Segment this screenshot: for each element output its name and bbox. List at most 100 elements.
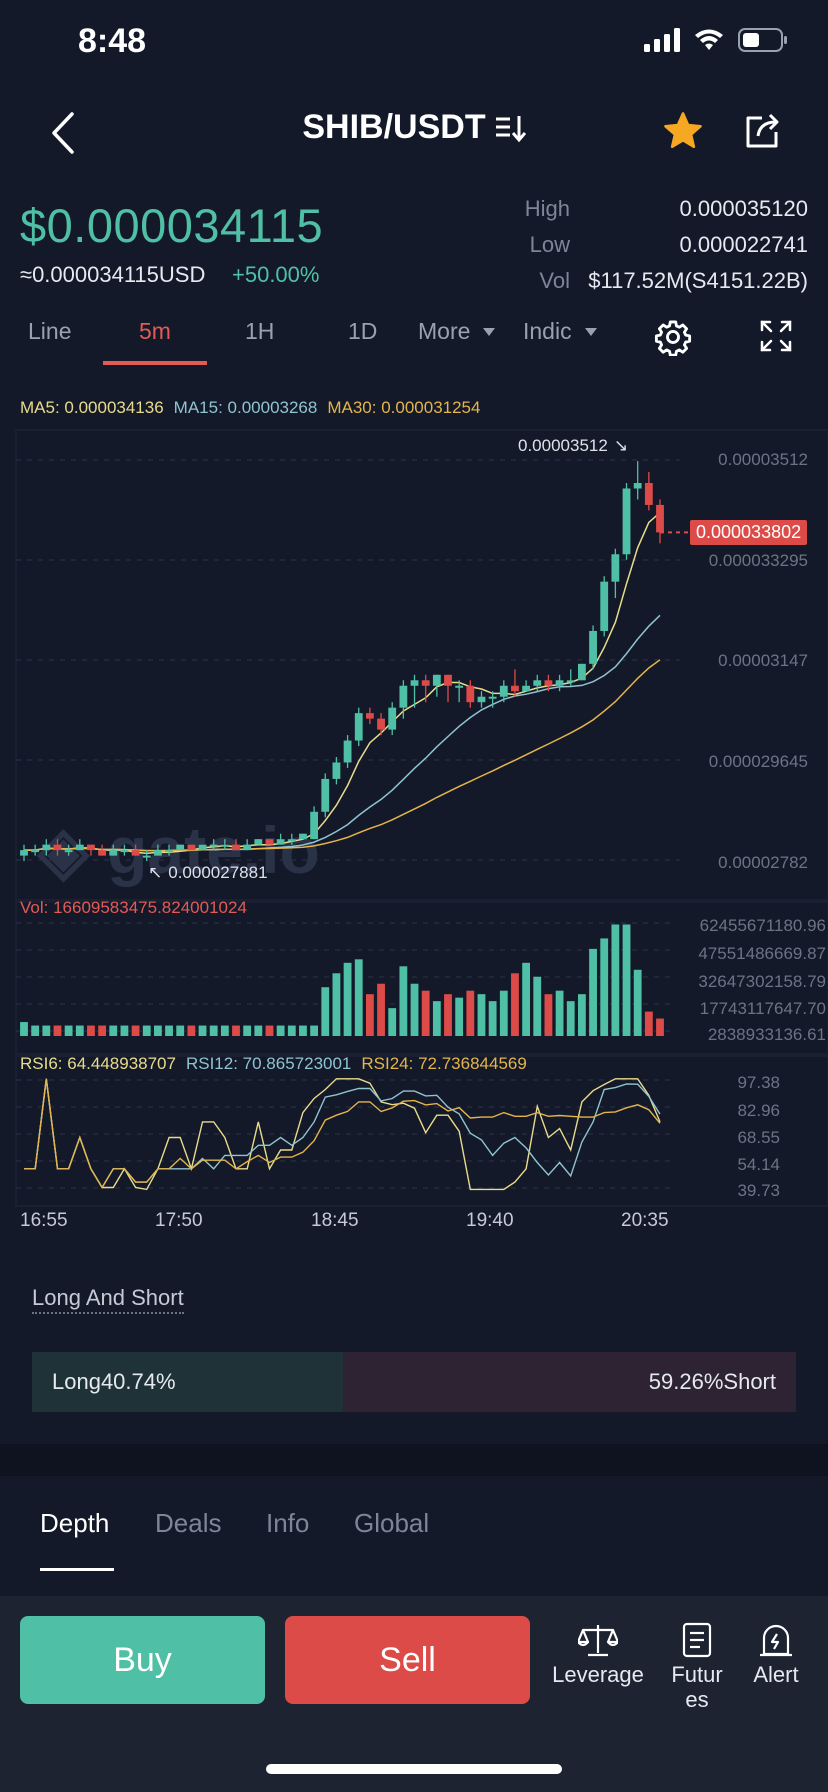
sort-icon bbox=[495, 115, 526, 142]
rsi-axis-label: 82.96 bbox=[737, 1101, 780, 1120]
candle-body bbox=[232, 844, 240, 851]
tab-info[interactable]: Info bbox=[266, 1508, 310, 1538]
candle-body bbox=[287, 839, 296, 842]
candle-body bbox=[421, 680, 430, 686]
volume-bar bbox=[533, 976, 542, 1036]
tab-5m[interactable]: 5m bbox=[139, 318, 171, 344]
candle-body bbox=[299, 833, 307, 840]
volume-bar bbox=[310, 1025, 319, 1036]
candle-body bbox=[488, 696, 497, 699]
volume-bar bbox=[589, 948, 597, 1036]
sell-button[interactable]: Sell bbox=[285, 1616, 530, 1704]
ma30-line bbox=[24, 659, 661, 852]
volume-bar bbox=[365, 994, 374, 1036]
rsi6-line bbox=[24, 1078, 661, 1191]
stat-high-label: High bbox=[524, 196, 570, 221]
change-percent: +50.00% bbox=[232, 262, 320, 287]
ma30-value: MA30: 0.000031254 bbox=[327, 398, 481, 417]
volume-bar bbox=[232, 1025, 240, 1036]
share-icon bbox=[746, 113, 779, 148]
candle-body bbox=[577, 663, 586, 681]
back-button[interactable] bbox=[46, 110, 82, 156]
candle-body bbox=[220, 844, 229, 847]
tab-1h[interactable]: 1H bbox=[245, 318, 275, 344]
volume-bar bbox=[577, 994, 586, 1036]
long-short-bar: Long40.74% 59.26%Short bbox=[32, 1352, 796, 1412]
candle-body bbox=[75, 844, 84, 851]
active-bottom-tab-underline bbox=[40, 1568, 114, 1571]
volume-bar bbox=[622, 924, 631, 1036]
battery-icon bbox=[738, 28, 787, 52]
leverage-button[interactable]: Leverage bbox=[550, 1622, 646, 1687]
volume-bar bbox=[276, 1025, 285, 1036]
stat-high-value: 0.000035120 bbox=[679, 196, 808, 221]
futures-button[interactable]: Futur es bbox=[658, 1622, 736, 1712]
volume-bar bbox=[600, 938, 609, 1036]
share-button[interactable] bbox=[742, 110, 784, 157]
tab-line[interactable]: Line bbox=[28, 318, 72, 344]
candle-body bbox=[64, 850, 73, 853]
candle-body bbox=[388, 707, 397, 730]
tab-deals[interactable]: Deals bbox=[155, 1508, 222, 1538]
candle-body bbox=[477, 696, 486, 703]
candle-body bbox=[644, 483, 653, 505]
volume-bar bbox=[611, 924, 620, 1036]
volume-bar bbox=[53, 1025, 62, 1036]
volume-bar bbox=[220, 1025, 229, 1036]
candle-body bbox=[343, 740, 352, 763]
rsi-axis-label: 39.73 bbox=[737, 1181, 780, 1200]
volume-bar bbox=[421, 990, 430, 1036]
alert-button[interactable]: Alert bbox=[740, 1622, 812, 1687]
volume-axis-label: 32647302158.79 bbox=[698, 972, 826, 991]
fullscreen-icon[interactable] bbox=[760, 320, 792, 352]
candle-body bbox=[131, 850, 140, 856]
candle-body bbox=[656, 504, 664, 533]
price-axis-label: 0.00002782 bbox=[718, 853, 808, 872]
ma-legend: MA5: 0.000034136 MA15: 0.00003268 MA30: … bbox=[20, 398, 480, 418]
tab-1d[interactable]: 1D bbox=[348, 318, 378, 344]
rsi24-line bbox=[24, 1078, 661, 1189]
volume-bar bbox=[176, 1025, 185, 1036]
candle-body bbox=[365, 713, 374, 719]
pair-label: SHIB/USDT bbox=[302, 108, 486, 146]
scale-icon bbox=[578, 1625, 618, 1657]
star-icon bbox=[664, 112, 702, 149]
candle-body bbox=[42, 844, 51, 851]
volume-bar bbox=[142, 1025, 151, 1036]
candle-body bbox=[120, 850, 129, 853]
volume-bar bbox=[75, 1025, 84, 1036]
favorite-button[interactable] bbox=[662, 110, 704, 157]
stat-vol-value: $117.52M(S4151.22B) bbox=[588, 268, 808, 293]
volume-bar bbox=[432, 1001, 441, 1036]
tab-depth[interactable]: Depth bbox=[40, 1508, 110, 1538]
tab-global[interactable]: Global bbox=[354, 1508, 430, 1538]
time-axis-label: 18:45 bbox=[311, 1210, 359, 1231]
long-segment: Long40.74% bbox=[32, 1352, 343, 1412]
volume-bar bbox=[87, 1025, 95, 1036]
price-panel-frame bbox=[15, 429, 828, 901]
settings-gear-icon[interactable] bbox=[654, 318, 692, 356]
volume-bar bbox=[544, 994, 553, 1036]
price-axis-label: 0.00003147 bbox=[718, 651, 808, 670]
candle-body bbox=[142, 855, 151, 858]
candle-body bbox=[153, 850, 162, 856]
long-short-title[interactable]: Long And Short bbox=[32, 1285, 184, 1314]
arrow-up-left-icon: ↖ bbox=[148, 863, 163, 882]
volume-bar bbox=[120, 1025, 129, 1036]
ma5-value: MA5: 0.000034136 bbox=[20, 398, 164, 417]
volume-bar bbox=[287, 1025, 296, 1036]
pair-title[interactable]: SHIB/USDT bbox=[0, 108, 828, 147]
candle-body bbox=[265, 839, 274, 845]
volume-bar bbox=[466, 990, 475, 1036]
tab-indicators[interactable]: Indic bbox=[523, 318, 598, 345]
buy-button[interactable]: Buy bbox=[20, 1616, 265, 1704]
candle-body bbox=[499, 685, 508, 697]
max-price-value: 0.00003512 bbox=[518, 436, 608, 455]
price-axis-label: 0.000029645 bbox=[708, 752, 808, 771]
short-segment: 59.26%Short bbox=[343, 1352, 796, 1412]
tab-more[interactable]: More bbox=[418, 318, 496, 345]
candle-body bbox=[310, 811, 319, 840]
price-chart[interactable]: ◈ gate.io bbox=[0, 428, 828, 1208]
volume-bar bbox=[187, 1025, 196, 1036]
time-axis-label: 17:50 bbox=[155, 1210, 203, 1231]
